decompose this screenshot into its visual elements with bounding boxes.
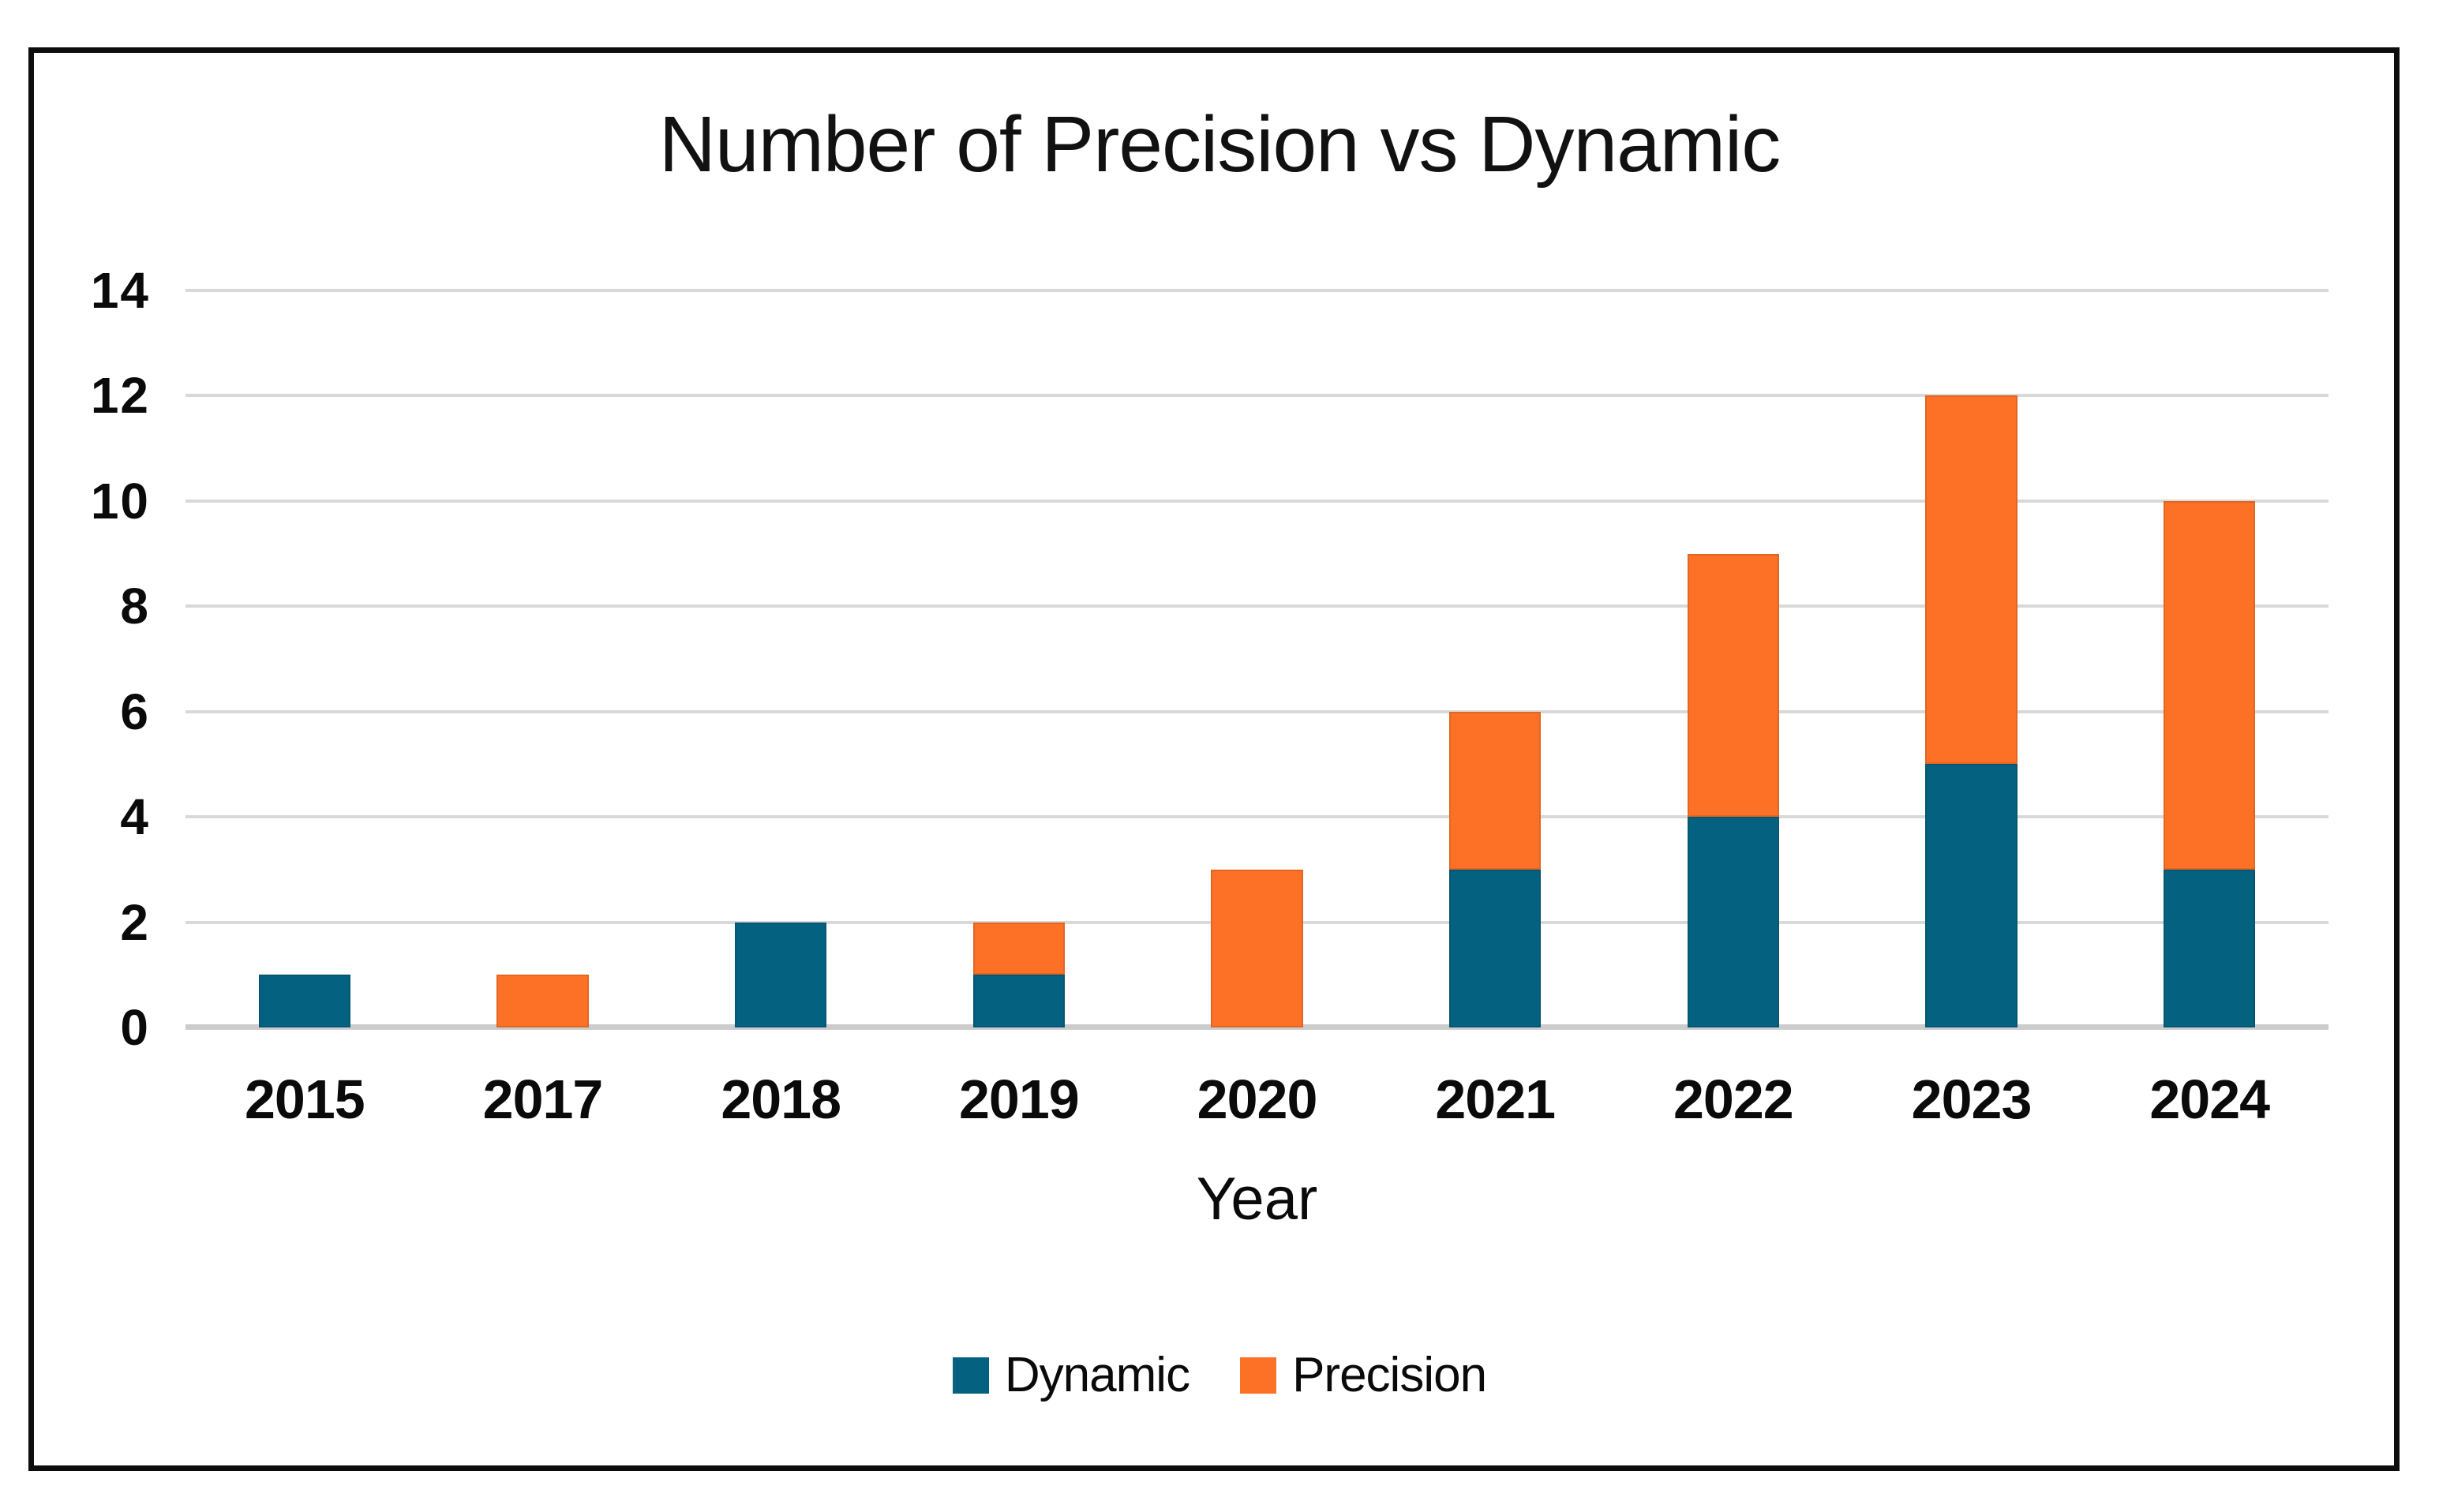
bar-group-2019	[900, 290, 1138, 1027]
x-tick-label-2020: 2020	[1197, 1069, 1318, 1130]
bar-segment-dynamic-2022	[1687, 817, 1779, 1027]
x-tick-label-2019: 2019	[958, 1069, 1080, 1130]
legend-swatch-precision	[1240, 1357, 1277, 1394]
legend-item-precision: Precision	[1240, 1348, 1487, 1402]
bar-segment-precision-2022	[1687, 553, 1779, 818]
bar-segment-dynamic-2018	[735, 922, 827, 1027]
bar-segment-dynamic-2015	[258, 975, 350, 1027]
gridline-y6	[185, 709, 2328, 713]
bars-layer	[185, 290, 2328, 1027]
y-tick-label-6: 6	[120, 683, 150, 740]
y-tick-label-2: 2	[120, 893, 150, 951]
x-tick-label-2023: 2023	[1911, 1069, 2032, 1130]
bar-segment-precision-2019	[972, 922, 1065, 975]
bar-segment-precision-2023	[1925, 395, 2018, 765]
y-tick-label-8: 8	[120, 578, 150, 635]
x-tick-label-2017: 2017	[482, 1069, 604, 1130]
y-tick-label-14: 14	[90, 262, 150, 319]
bar-group-2017	[424, 290, 662, 1027]
bar-segment-precision-2021	[1449, 711, 1542, 870]
legend: Dynamic Precision	[0, 1351, 2439, 1400]
x-tick-label-2024: 2024	[2149, 1069, 2270, 1130]
bar-group-2020	[1138, 290, 1377, 1027]
bar-group-2023	[1853, 290, 2091, 1027]
bar-group-2022	[1614, 290, 1853, 1027]
gridline-y12	[185, 394, 2328, 398]
y-tick-label-0: 0	[120, 999, 150, 1056]
legend-label-precision: Precision	[1292, 1348, 1487, 1402]
x-tick-label-2022: 2022	[1673, 1069, 1794, 1130]
bar-segment-precision-2017	[496, 975, 589, 1027]
chart-title: Number of Precision vs Dynamic	[658, 100, 1781, 189]
x-tick-label-2015: 2015	[244, 1069, 365, 1130]
bar-segment-precision-2024	[2164, 500, 2256, 870]
bar-segment-dynamic-2021	[1449, 869, 1542, 1027]
bar-segment-dynamic-2023	[1925, 764, 2018, 1027]
plot-area	[185, 289, 2328, 1030]
legend-item-dynamic: Dynamic	[952, 1348, 1190, 1402]
bar-group-2024	[2090, 290, 2328, 1027]
x-axis-title: Year	[1196, 1166, 1318, 1233]
x-tick-label-2021: 2021	[1435, 1069, 1556, 1130]
bar-segment-dynamic-2024	[2164, 869, 2256, 1027]
legend-label-dynamic: Dynamic	[1004, 1348, 1190, 1402]
x-axis-tick-labels: 2015 2017 2018 2019 2020 2021 2022 2023 2024	[185, 1072, 2328, 1127]
bar-group-2018	[661, 290, 900, 1027]
bar-group-2015	[185, 290, 424, 1027]
gridline-y10	[185, 499, 2328, 503]
gridline-y8	[185, 604, 2328, 608]
y-tick-label-4: 4	[120, 788, 150, 846]
bar-segment-precision-2020	[1211, 869, 1303, 1027]
bar-group-2021	[1376, 290, 1614, 1027]
y-tick-label-10: 10	[90, 472, 150, 530]
gridline-y14	[185, 289, 2328, 292]
legend-swatch-dynamic	[952, 1357, 989, 1394]
gridline-y4	[185, 815, 2328, 819]
bar-segment-dynamic-2019	[972, 975, 1065, 1027]
y-tick-label-12: 12	[90, 367, 150, 425]
y-axis-tick-labels: 0 2 4 6 8 10 12 14	[32, 265, 150, 1053]
x-tick-label-2018: 2018	[721, 1069, 841, 1130]
